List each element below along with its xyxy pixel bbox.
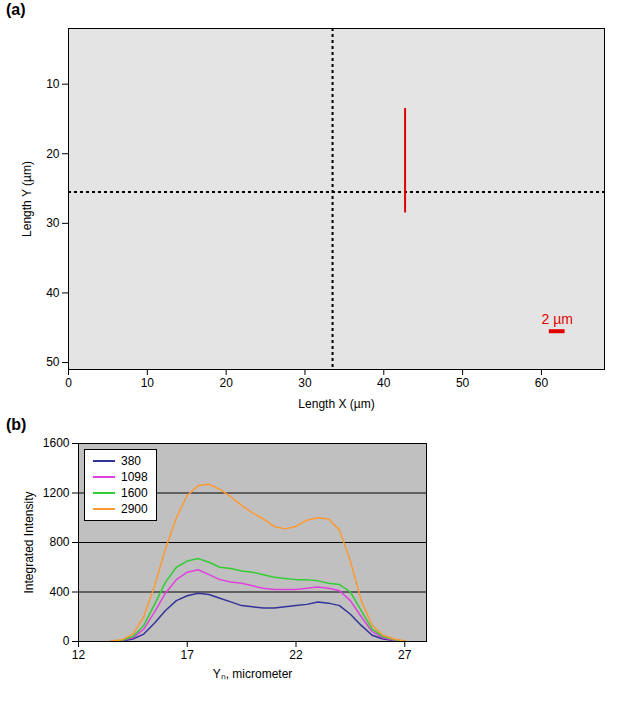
svg-text:Length X (µm): Length X (µm) <box>298 397 374 411</box>
html-text:1098: 1098 <box>121 470 148 484</box>
svg-text:27: 27 <box>398 648 412 662</box>
svg-text:30: 30 <box>46 216 60 230</box>
svg-text:1200: 1200 <box>43 486 70 500</box>
svg-text:17: 17 <box>181 648 195 662</box>
svg-text:Length Y (µm): Length Y (µm) <box>20 161 34 237</box>
svg-text:20: 20 <box>46 147 60 161</box>
svg-text:50: 50 <box>456 376 470 390</box>
svg-text:60: 60 <box>535 376 549 390</box>
svg-text:2 µm: 2 µm <box>542 311 573 327</box>
svg-text:0: 0 <box>65 376 72 390</box>
svg-text:800: 800 <box>49 535 69 549</box>
svg-text:12: 12 <box>72 648 86 662</box>
html-text:1600: 1600 <box>121 486 148 500</box>
svg-text:0: 0 <box>63 634 70 648</box>
svg-text:Integrated Intensity: Integrated Intensity <box>22 491 36 593</box>
html-text:(a): (a) <box>6 1 26 18</box>
svg-text:10: 10 <box>46 77 60 91</box>
html-text:380: 380 <box>121 454 141 468</box>
svg-text:30: 30 <box>298 376 312 390</box>
svg-text:40: 40 <box>377 376 391 390</box>
svg-text:20: 20 <box>219 376 233 390</box>
html-text:2900: 2900 <box>121 502 148 516</box>
html-text:(b): (b) <box>6 416 27 433</box>
svg-text:400: 400 <box>49 585 69 599</box>
svg-text:1600: 1600 <box>43 436 70 450</box>
svg-text:50: 50 <box>46 355 60 369</box>
svg-text:Yₙ, micrometer: Yₙ, micrometer <box>213 667 293 681</box>
svg-text:10: 10 <box>141 376 155 390</box>
svg-text:22: 22 <box>289 648 303 662</box>
svg-text:40: 40 <box>46 286 60 300</box>
